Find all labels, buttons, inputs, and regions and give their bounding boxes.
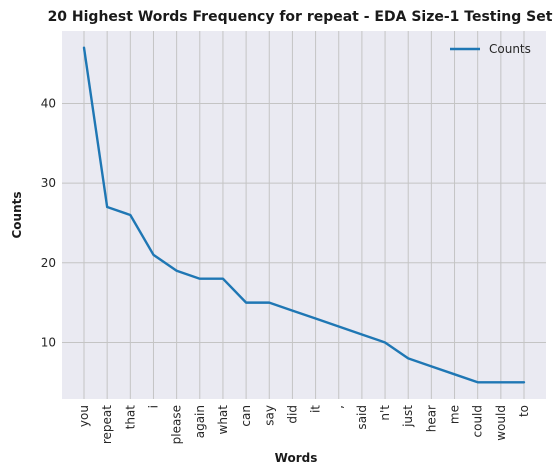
x-tick-label: i xyxy=(146,405,160,408)
x-tick-label: say xyxy=(262,405,276,426)
x-tick-label: again xyxy=(193,405,207,438)
x-tick-labels: you repeat that i please again what can say did it… xyxy=(77,405,531,445)
x-axis-label: Words xyxy=(275,451,318,465)
x-tick-label: repeat xyxy=(100,405,114,444)
x-tick-label: that xyxy=(123,405,137,430)
y-tick-label: 30 xyxy=(41,176,56,190)
y-tick-label: 20 xyxy=(41,256,56,270)
legend: Counts xyxy=(450,42,531,56)
series-layer xyxy=(82,46,526,384)
y-tick-label: 40 xyxy=(41,96,56,110)
y-axis-label: Counts xyxy=(10,191,24,238)
x-tick-label: what xyxy=(216,405,230,435)
grid xyxy=(62,31,546,399)
x-tick-label: said xyxy=(355,405,369,430)
x-tick-label: n't xyxy=(378,405,392,421)
y-tick-labels: 10 20 30 40 xyxy=(41,96,56,349)
legend-label: Counts xyxy=(489,42,531,56)
plot-area xyxy=(62,31,546,399)
x-tick-label: can xyxy=(239,405,253,427)
x-tick-label: did xyxy=(285,405,299,424)
x-tick-label: me xyxy=(448,405,462,424)
chart-title: 20 Highest Words Frequency for repeat - … xyxy=(48,9,553,25)
x-tick-label: would xyxy=(494,405,508,441)
series-line-counts xyxy=(82,46,526,384)
y-tick-label: 10 xyxy=(41,335,56,349)
x-tick-label: , xyxy=(332,405,346,409)
x-tick-label: to xyxy=(517,405,531,417)
x-tick-label: could xyxy=(471,405,485,438)
x-tick-label: it xyxy=(309,405,323,413)
x-tick-label: you xyxy=(77,405,91,427)
x-tick-label: please xyxy=(170,405,184,444)
x-tick-label: hear xyxy=(424,405,438,432)
x-tick-label: just xyxy=(401,405,415,428)
